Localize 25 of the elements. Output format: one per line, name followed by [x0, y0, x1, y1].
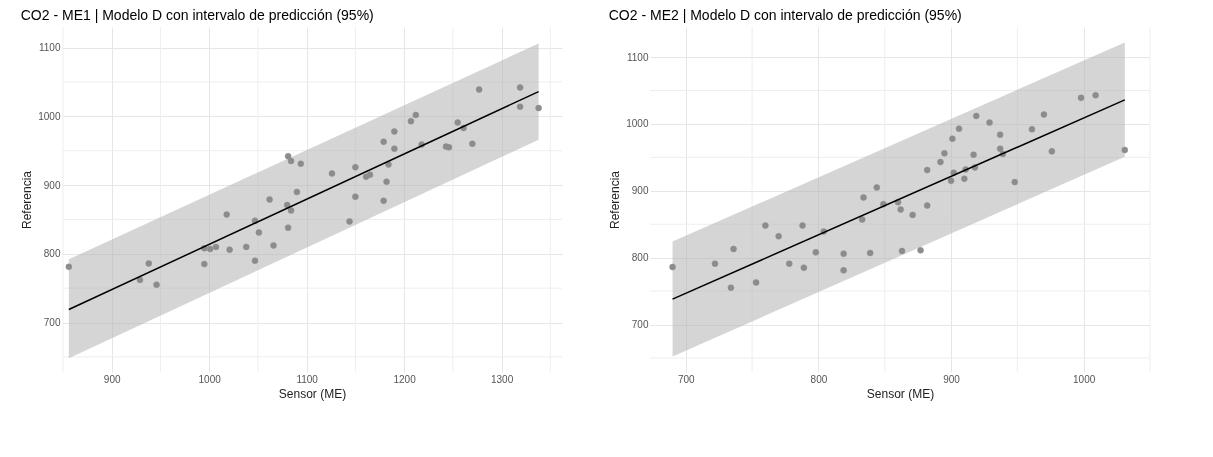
y-tick-label: 800: [43, 248, 61, 260]
x-tick-label: 1100: [296, 373, 319, 385]
x-axis-title: Sensor (ME): [866, 386, 935, 401]
chart-title: CO2 - ME2 | Modelo D con intervalo de predicción (95%): [608, 6, 962, 23]
y-tick-label: 900: [631, 185, 649, 197]
x-tick-label: 1000: [198, 373, 222, 385]
x-tick-label: 900: [943, 373, 961, 385]
y-tick-label: 1100: [38, 42, 61, 54]
y-tick-label: 1000: [38, 110, 61, 122]
x-tick-label: 1000: [1073, 373, 1096, 385]
chart-title: CO2 - ME1 | Modelo D con intervalo de predicción (95%): [20, 6, 374, 23]
x-tick-label: 800: [810, 373, 828, 385]
y-tick-label: 700: [631, 319, 649, 331]
x-tick-label: 700: [677, 373, 696, 385]
y-tick-label: 1000: [626, 118, 649, 130]
y-axis-title: Referencia: [608, 170, 623, 230]
x-tick-label: 900: [103, 373, 121, 385]
x-tick-label: 1200: [393, 373, 417, 385]
y-tick-label: 1100: [626, 51, 649, 63]
y-axis-title: Referencia: [20, 170, 35, 230]
y-tick-label: 800: [631, 252, 649, 264]
x-tick-label: 1300: [490, 373, 514, 385]
y-tick-label: 700: [43, 317, 61, 329]
y-tick-label: 900: [43, 179, 61, 191]
x-axis-title: Sensor (ME): [278, 386, 347, 401]
